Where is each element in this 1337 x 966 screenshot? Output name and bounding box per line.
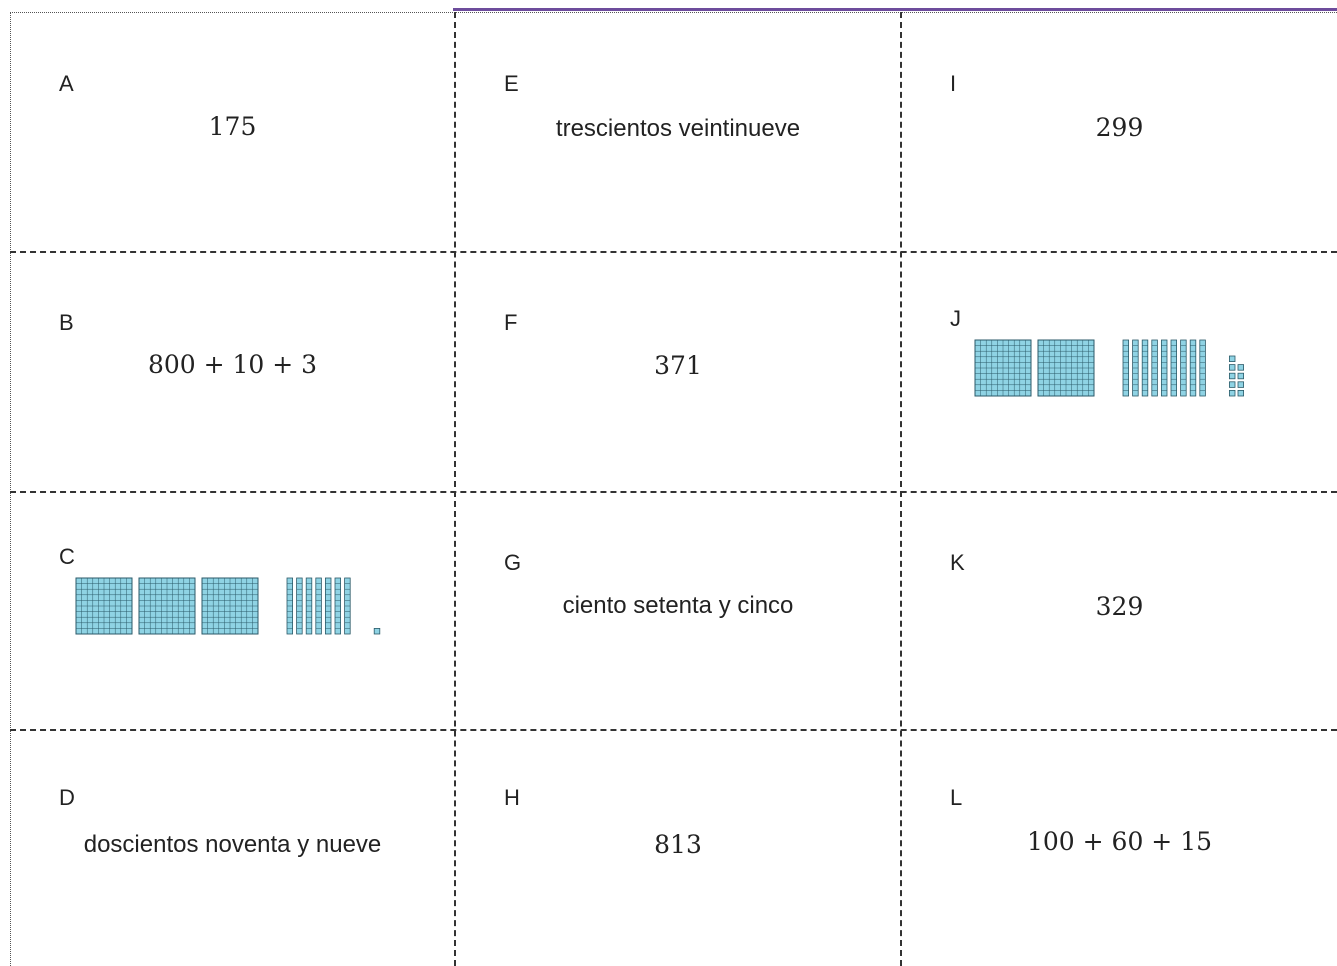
- card-number: 329: [1095, 592, 1144, 621]
- outer-border-left: [10, 12, 11, 966]
- ten-rod: [1160, 339, 1168, 397]
- hundred-block: [201, 577, 259, 635]
- card-number: 175: [208, 112, 257, 141]
- one-cube: [1237, 364, 1244, 371]
- card-letter: D: [59, 785, 75, 810]
- ten-rod: [1151, 339, 1158, 397]
- one-cube: [1228, 381, 1236, 388]
- hundred-block: [75, 577, 133, 635]
- card-number: 299: [1095, 113, 1144, 142]
- card-letter: B: [59, 310, 74, 335]
- one-cube: [1228, 364, 1236, 371]
- one-cube: [1228, 355, 1236, 362]
- card-l: L 100 + 60 + 15: [902, 730, 1337, 966]
- accent-bar: [453, 8, 1337, 11]
- card-number: 813: [654, 830, 702, 859]
- ten-rod: [1141, 339, 1149, 397]
- card-j: J: [902, 252, 1337, 491]
- card-k: K 329: [902, 492, 1337, 729]
- card-letter: C: [59, 544, 75, 569]
- card-c: C: [11, 492, 454, 729]
- ten-rod: [286, 577, 293, 635]
- outer-border-top: [10, 12, 1337, 13]
- one-cube: [1237, 372, 1244, 380]
- column-divider: [454, 12, 456, 966]
- ten-rod: [324, 577, 332, 635]
- card-d: D doscientos noventa y nueve: [11, 730, 454, 966]
- card-letter: K: [950, 550, 965, 575]
- card-g: G ciento setenta y cinco: [456, 492, 900, 729]
- card-i: I 299: [902, 13, 1337, 251]
- card-expression: 800 + 10 + 3: [147, 350, 318, 379]
- ten-rod: [296, 577, 303, 635]
- ten-rod: [305, 577, 313, 635]
- row-divider: [10, 251, 1337, 253]
- ten-rod: [1199, 339, 1206, 397]
- ten-rod: [1170, 339, 1177, 397]
- card-letter: E: [504, 71, 519, 96]
- ten-rod: [344, 577, 351, 635]
- ten-rod: [1189, 339, 1197, 397]
- ten-rod: [1180, 339, 1187, 397]
- card-words: doscientos noventa y nueve: [83, 831, 382, 858]
- one-cube: [1237, 381, 1244, 388]
- card-f: F 371: [456, 252, 900, 491]
- row-divider: [10, 729, 1337, 731]
- column-divider: [900, 12, 902, 966]
- base-ten-blocks: [974, 339, 1244, 397]
- hundred-block: [1037, 339, 1095, 397]
- card-letter: J: [950, 306, 961, 331]
- ten-rod: [334, 577, 341, 635]
- ten-rod: [315, 577, 322, 635]
- base-ten-blocks: [75, 577, 381, 635]
- hundred-block: [974, 339, 1032, 397]
- card-h: H 813: [456, 730, 900, 966]
- card-words: ciento setenta y cinco: [562, 592, 794, 619]
- one-cube: [1228, 372, 1236, 380]
- hundred-block: [138, 577, 196, 635]
- row-divider: [10, 491, 1337, 493]
- ten-rod: [1132, 339, 1139, 397]
- card-letter: G: [504, 550, 522, 575]
- card-letter: F: [504, 310, 518, 335]
- ten-rod: [1122, 339, 1129, 397]
- card-b: B 800 + 10 + 3: [11, 252, 454, 491]
- one-cube: [1237, 390, 1244, 397]
- card-expression: 100 + 60 + 15: [1026, 827, 1213, 856]
- card-letter: L: [950, 785, 963, 810]
- card-letter: H: [504, 785, 520, 810]
- card-letter: A: [59, 71, 74, 96]
- card-a: A 175: [11, 13, 454, 251]
- card-e: E trescientos veintinueve: [456, 13, 900, 251]
- card-words: trescientos veintinueve: [555, 115, 801, 142]
- card-letter: I: [950, 71, 957, 96]
- card-number: 371: [654, 351, 702, 380]
- one-cube: [373, 628, 381, 635]
- one-cube: [1228, 390, 1236, 397]
